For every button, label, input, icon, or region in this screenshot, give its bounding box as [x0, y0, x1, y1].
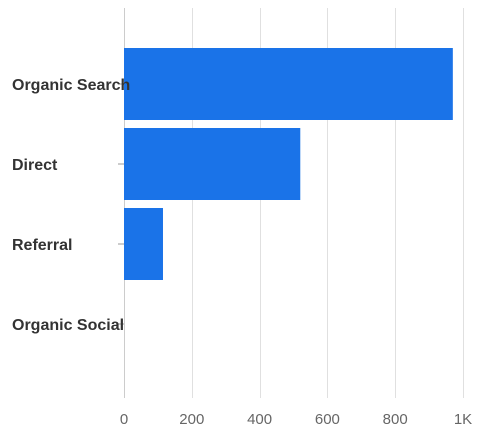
- category-label-organic-search: Organic Search: [12, 77, 130, 94]
- x-tick-label: 600: [315, 411, 340, 428]
- x-tick-labels: 0 200 400 600 800 1K: [120, 411, 472, 428]
- x-tick-label: 0: [120, 411, 128, 428]
- x-tick-label: 200: [179, 411, 204, 428]
- category-label-referral: Referral: [12, 237, 72, 254]
- bars: [124, 48, 453, 280]
- category-label-direct: Direct: [12, 157, 58, 174]
- category-labels: Organic Search Direct Referral Organic Soci…: [12, 77, 130, 334]
- bar-direct[interactable]: [124, 128, 301, 200]
- bar-referral[interactable]: [124, 208, 163, 280]
- x-tick-label: 1K: [454, 411, 472, 428]
- x-tick-label: 400: [247, 411, 272, 428]
- category-label-organic-social: Organic Social: [12, 317, 124, 334]
- x-tick-label: 800: [383, 411, 408, 428]
- bar-organic-search[interactable]: [124, 48, 453, 120]
